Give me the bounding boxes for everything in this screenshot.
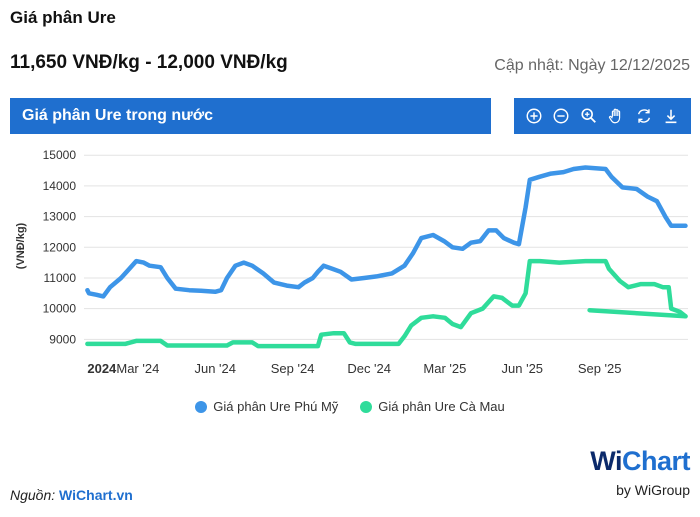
logo-sub: by WiGroup bbox=[616, 482, 690, 498]
chart-header-title: Giá phân Ure trong nước bbox=[22, 107, 213, 124]
y-tick-label: 10000 bbox=[43, 302, 77, 316]
logo-chart: Chart bbox=[621, 446, 691, 476]
x-tick-label: Mar '25 bbox=[423, 361, 466, 376]
wichart-logo: WiChart by WiGroup bbox=[580, 446, 690, 502]
logo-wi: Wi bbox=[590, 446, 622, 476]
x-tick-label: Mar '24 bbox=[116, 361, 159, 376]
legend-label-ca-mau: Giá phân Ure Cà Mau bbox=[378, 399, 505, 414]
zoom-out-icon[interactable] bbox=[550, 105, 572, 127]
pan-hand-icon[interactable] bbox=[605, 105, 627, 127]
series-ca-mau bbox=[85, 258, 688, 349]
y-axis-label: (VNĐ/kg) bbox=[15, 222, 27, 269]
source-credit: Nguồn: WiChart.vn bbox=[10, 487, 133, 503]
x-axis: 2024 Mar '24 Jun '24 Sep '24 Dec '24 Mar '25 J… bbox=[87, 361, 621, 376]
x-tick-label: Sep '25 bbox=[578, 361, 622, 376]
updated-date: Cập nhật: Ngày 12/12/2025 bbox=[494, 57, 690, 74]
series-line bbox=[85, 165, 688, 299]
y-tick-label: 13000 bbox=[43, 210, 77, 224]
legend-dot-ca-mau bbox=[360, 400, 373, 413]
legend-dot-phu-my bbox=[195, 400, 208, 413]
x-tick-label: Jun '24 bbox=[194, 361, 236, 376]
x-tick-label: Jun '25 bbox=[502, 361, 544, 376]
legend-item-ca-mau[interactable]: Giá phân Ure Cà Mau bbox=[360, 399, 505, 414]
series-line-segment bbox=[587, 307, 688, 319]
y-axis: 9000 10000 11000 12000 13000 14000 15000 bbox=[43, 148, 77, 346]
chart-legend: Giá phân Ure Phú Mỹ Giá phân Ure Cà Mau bbox=[0, 399, 700, 414]
zoom-in-icon[interactable] bbox=[523, 105, 545, 127]
x-tick-label: Sep '24 bbox=[271, 361, 315, 376]
page-title: Giá phân Ure bbox=[10, 8, 116, 27]
chart-series bbox=[85, 165, 688, 349]
series-phu-my bbox=[85, 165, 688, 299]
reset-icon[interactable] bbox=[633, 105, 655, 127]
y-tick-label: 12000 bbox=[43, 240, 77, 254]
chart-toolbar bbox=[514, 98, 691, 134]
series-line bbox=[85, 258, 688, 349]
x-tick-label: 2024 bbox=[87, 361, 117, 376]
source-link[interactable]: WiChart.vn bbox=[59, 487, 133, 503]
download-icon[interactable] bbox=[660, 105, 682, 127]
logo-text: WiChart bbox=[590, 446, 690, 477]
chart-grid bbox=[84, 154, 688, 340]
x-tick-label: Dec '24 bbox=[347, 361, 391, 376]
price-range: 11,650 VNĐ/kg - 12,000 VNĐ/kg bbox=[10, 52, 288, 73]
magnifier-icon[interactable] bbox=[578, 105, 600, 127]
y-tick-label: 14000 bbox=[43, 179, 77, 193]
chart-header: Giá phân Ure trong nước bbox=[10, 98, 491, 134]
source-label: Nguồn: bbox=[10, 487, 56, 503]
legend-label-phu-my: Giá phân Ure Phú Mỹ bbox=[213, 399, 339, 414]
y-tick-label: 9000 bbox=[49, 332, 76, 346]
y-tick-label: 15000 bbox=[43, 148, 77, 162]
y-tick-label: 11000 bbox=[44, 271, 77, 285]
legend-item-phu-my[interactable]: Giá phân Ure Phú Mỹ bbox=[195, 399, 338, 414]
